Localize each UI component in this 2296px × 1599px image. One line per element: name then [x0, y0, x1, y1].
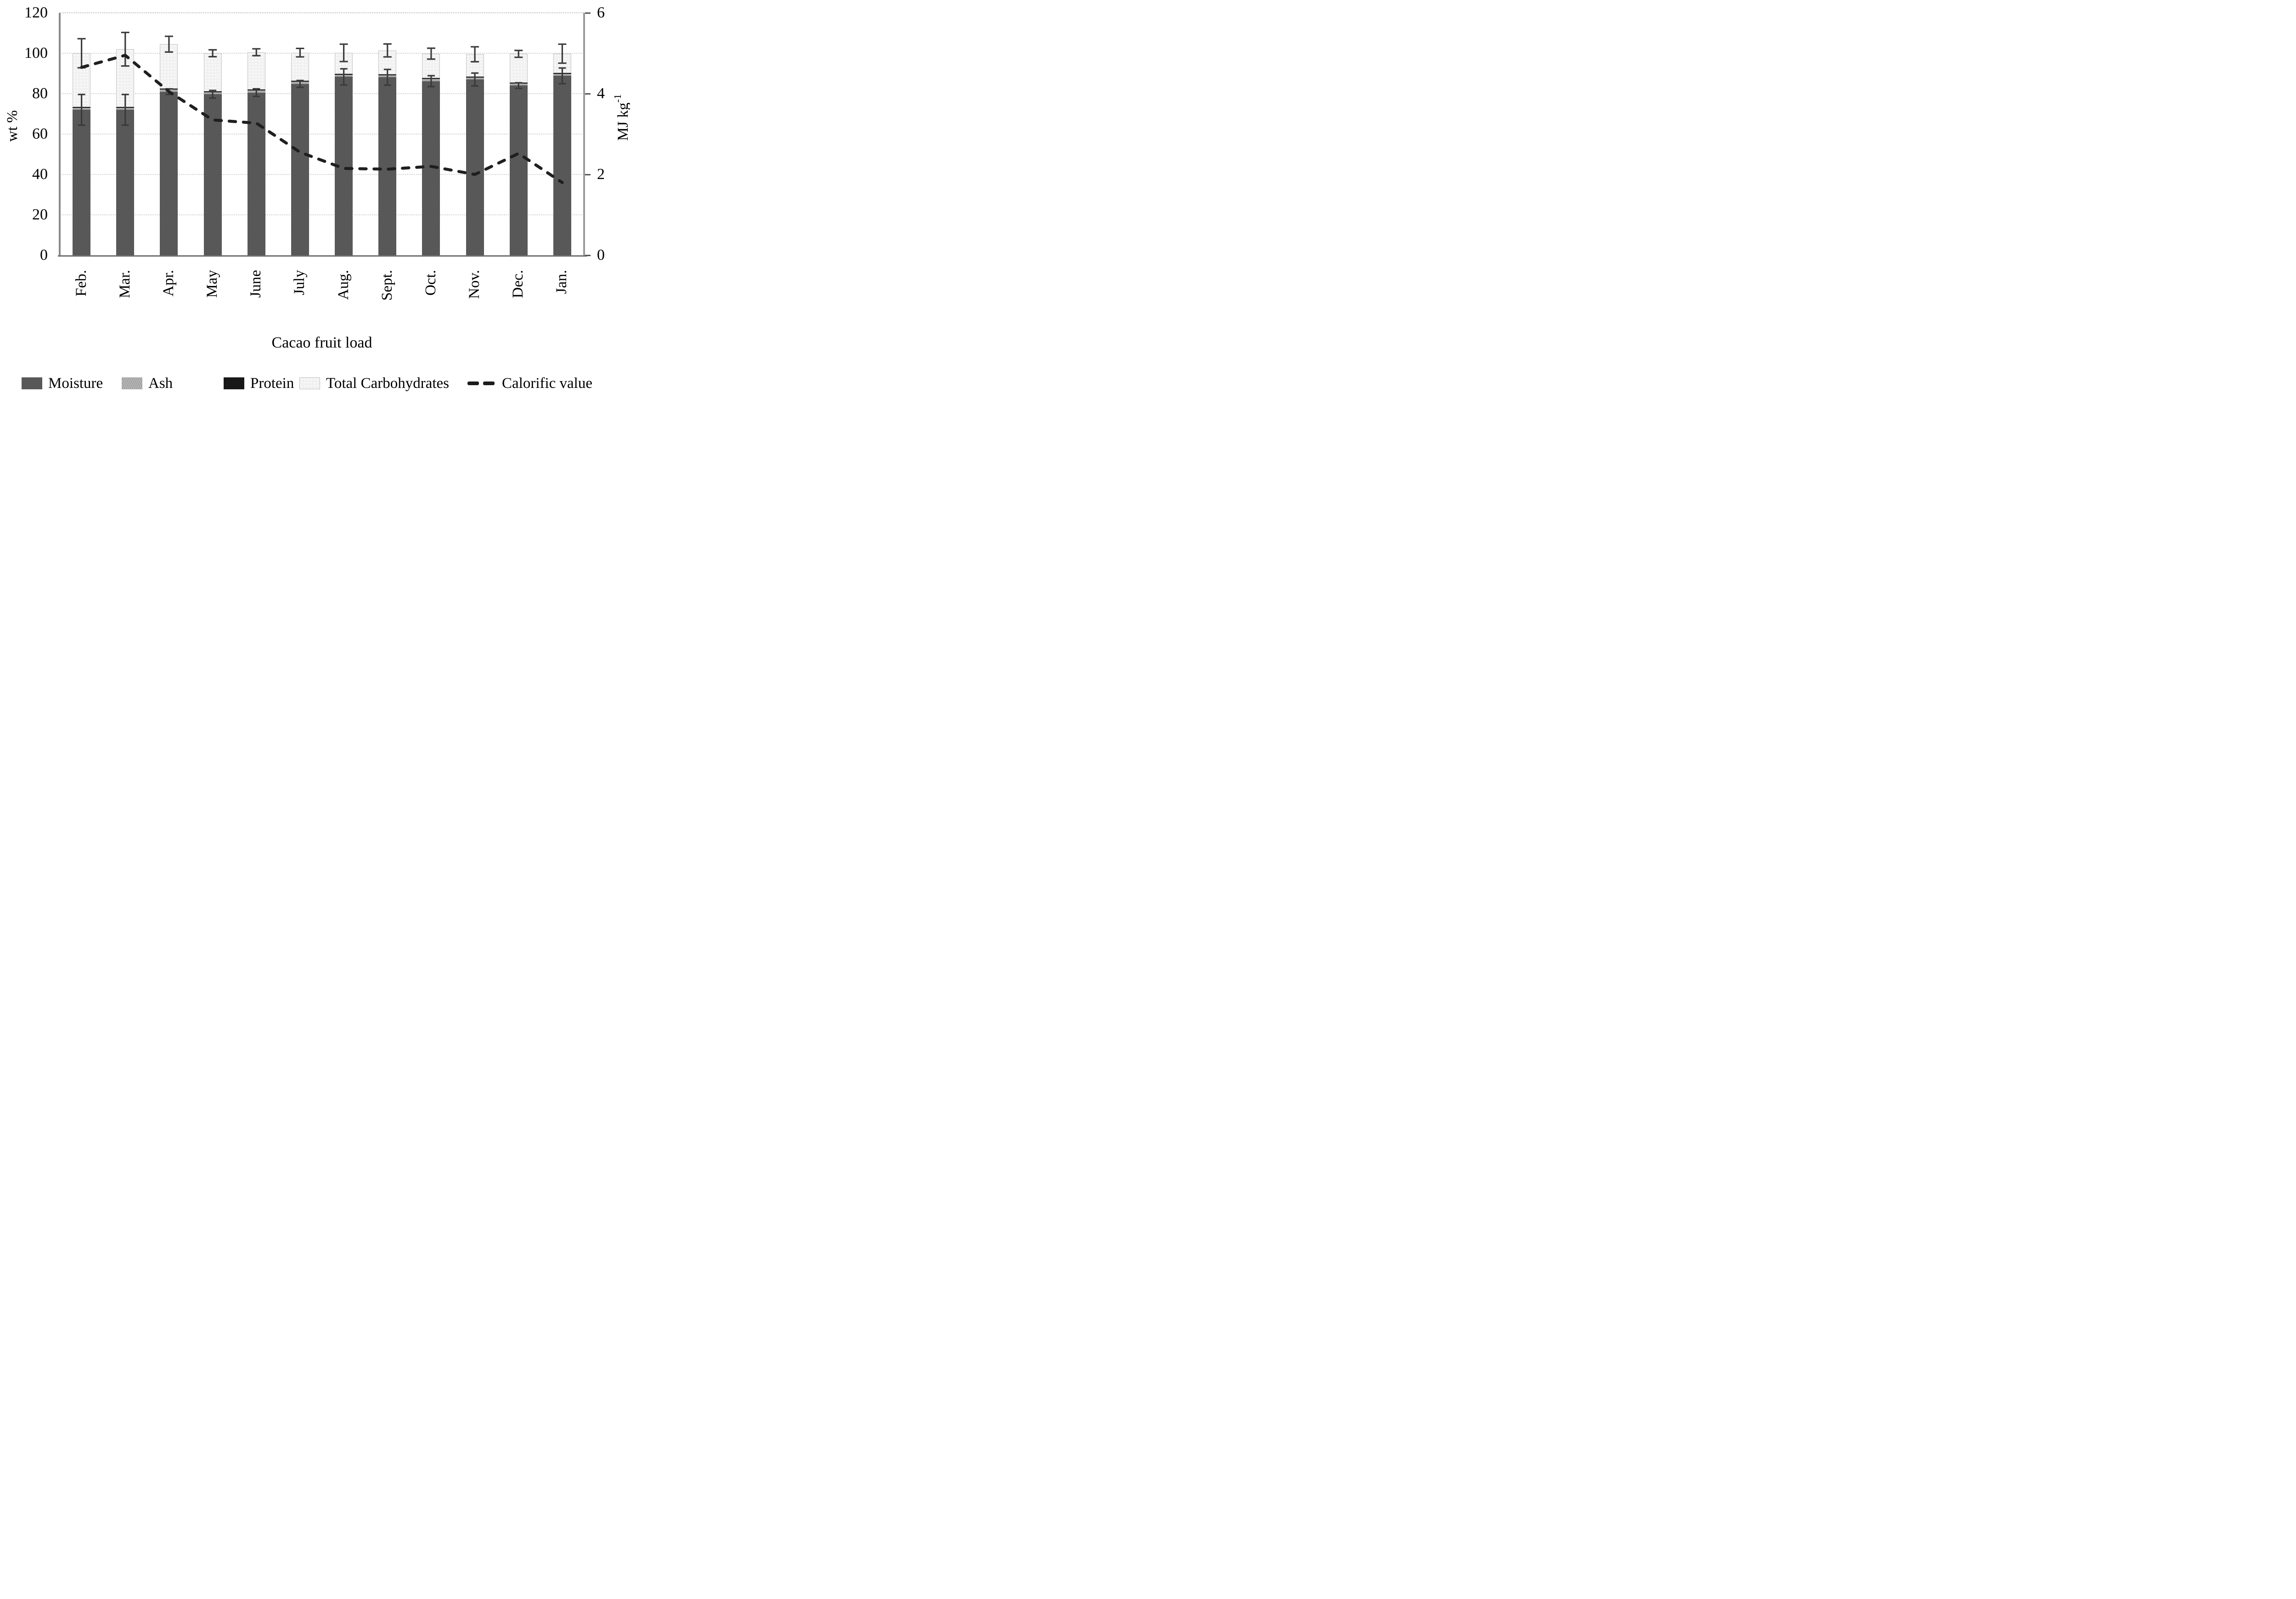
bar-segment-moisture: [203, 94, 222, 255]
gridline-20: [60, 214, 584, 215]
right-axis-tick-mark: [585, 12, 591, 14]
right-axis-tick-mark: [585, 174, 591, 175]
legend: Moisture Ash Protein Total Carbohydrates Cal…: [0, 375, 630, 395]
left-axis-tick-label: 80: [32, 85, 48, 102]
right-axis-tick-mark: [585, 93, 591, 95]
plot-area: [60, 12, 584, 255]
right-axis-tick-label: 2: [597, 166, 605, 183]
bar-segment-carbohydrates: [509, 54, 528, 83]
bar-segment-moisture: [116, 110, 135, 255]
x-tick-label-june: June: [248, 270, 264, 298]
x-tick-label-aug: Aug.: [335, 270, 352, 300]
right-axis-tick-label: 4: [597, 85, 605, 102]
gridline-120: [60, 12, 584, 13]
legend-item-protein: Protein: [224, 375, 294, 392]
bar-segment-moisture: [247, 92, 265, 255]
bar-segment-carbohydrates: [203, 53, 222, 91]
x-tick-label-oct: Oct.: [422, 270, 439, 296]
x-tick-label-jan: Jan.: [553, 270, 570, 294]
x-tick-label-feb: Feb.: [73, 270, 90, 297]
legend-swatch-carb: [299, 377, 320, 389]
left-axis-tick-label: 40: [32, 166, 48, 183]
legend-swatch-ash: [122, 377, 142, 389]
left-axis-tick-label: 60: [32, 125, 48, 142]
legend-item-carb: Total Carbohydrates: [299, 375, 450, 392]
bar-segment-moisture: [509, 85, 528, 255]
legend-swatch-protein: [224, 377, 244, 389]
legend-item-moisture: Moisture: [22, 375, 103, 392]
left-axis-tick-label: 100: [24, 45, 48, 62]
bar-segment-moisture: [160, 91, 178, 255]
x-tick-label-nov: Nov.: [466, 270, 483, 299]
legend-item-ash: Ash: [122, 375, 173, 392]
legend-label: Moisture: [48, 375, 103, 392]
legend-swatch-moisture: [22, 377, 42, 389]
calorific-value-line: [80, 54, 564, 184]
bar-segment-moisture: [466, 79, 484, 255]
gridline-100: [60, 53, 584, 54]
bottom-axis-line: [58, 255, 587, 257]
left-axis-tick-label: 0: [40, 247, 48, 264]
right-axis-tick-mark: [585, 255, 591, 256]
bar-segment-moisture: [73, 110, 91, 255]
legend-label: Calorific value: [502, 375, 593, 392]
x-tick-label-sept: Sept.: [378, 270, 395, 301]
legend-item-line: Calorific value: [467, 375, 593, 392]
bar-segment-moisture: [553, 76, 571, 255]
right-axis-tick-label: 6: [597, 4, 605, 21]
left-axis-tick-label: 20: [32, 206, 48, 223]
left-axis-tick-label: 120: [24, 4, 48, 21]
right-axis-line: [583, 13, 585, 257]
bar-segment-moisture: [378, 77, 397, 255]
x-tick-label-july: July: [291, 270, 308, 296]
right-axis-title: MJ kg-1: [612, 94, 630, 141]
legend-swatch-line-dash-icon: [467, 377, 496, 389]
gridline-60: [60, 134, 584, 135]
x-tick-label-may: May: [204, 270, 221, 298]
x-tick-label-dec: Dec.: [510, 270, 527, 298]
left-axis-line: [59, 13, 61, 257]
right-axis-tick-label: 0: [597, 247, 605, 264]
error-bars-and-line-layer: [77, 32, 567, 184]
x-axis-title: Cacao fruit load: [271, 334, 372, 351]
gridline-40: [60, 174, 584, 175]
x-tick-label-apr: Apr.: [160, 270, 177, 297]
x-tick-label-mar: Mar.: [116, 270, 133, 298]
gridline-80: [60, 93, 584, 94]
bar-segment-carbohydrates: [247, 52, 265, 90]
legend-label: Total Carbohydrates: [326, 375, 450, 392]
bar-segment-moisture: [291, 84, 309, 255]
legend-label: Ash: [148, 375, 173, 392]
legend-label: Protein: [250, 375, 294, 392]
